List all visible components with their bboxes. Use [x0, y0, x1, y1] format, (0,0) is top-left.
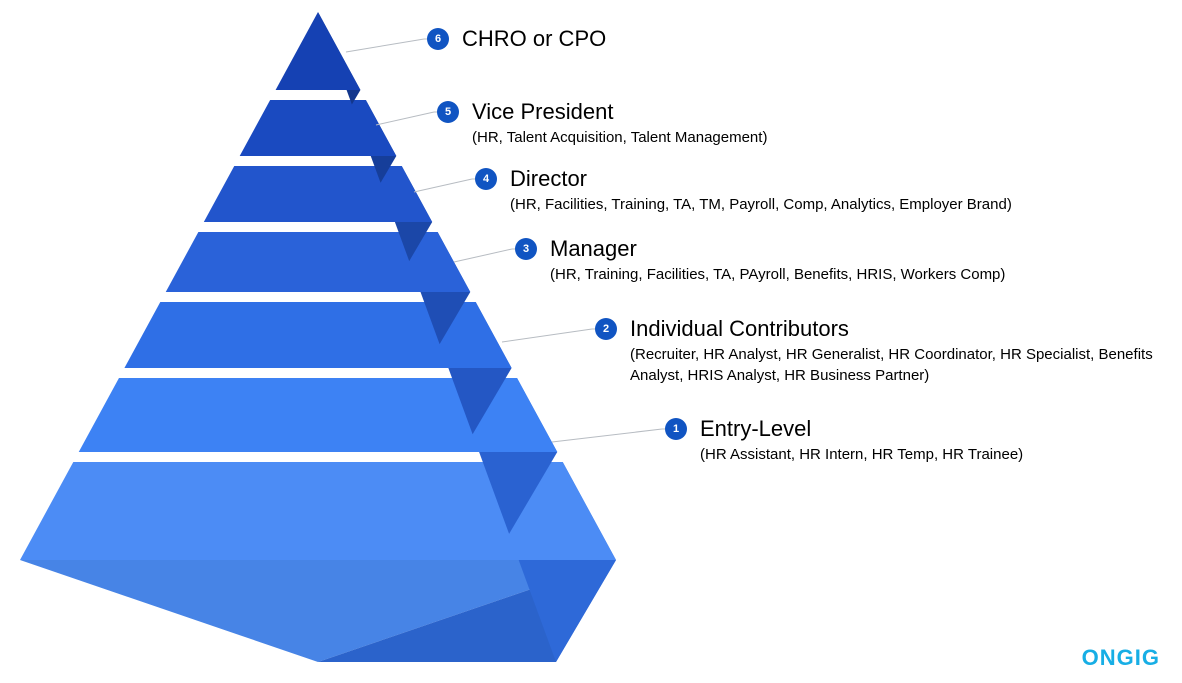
- level-label-4: Director (HR, Facilities, Training, TA, T…: [510, 166, 1012, 216]
- leader-line-3: [454, 249, 512, 262]
- level-title: Entry-Level: [700, 416, 1023, 442]
- level-label-2: Individual Contributors (Recruiter, HR An…: [630, 316, 1182, 386]
- leader-line-6: [346, 39, 424, 52]
- leader-line-2: [502, 329, 592, 342]
- level-label-3: Manager (HR, Training, Facilities, TA, PA…: [550, 236, 1005, 286]
- level-subtitle: (HR Assistant, HR Intern, HR Temp, HR Tr…: [700, 445, 1023, 465]
- level-badge-number: 2: [603, 323, 609, 335]
- level-subtitle: (HR, Training, Facilities, TA, PAyroll, …: [550, 265, 1005, 285]
- pyramid-layer-5-front: [240, 100, 397, 156]
- pyramid-layer-3-front: [166, 232, 471, 292]
- leader-line-1: [552, 429, 662, 442]
- level-title: Director: [510, 166, 1012, 192]
- level-label-1: Entry-Level (HR Assistant, HR Intern, HR …: [700, 416, 1023, 466]
- level-subtitle: (HR, Facilities, Training, TA, TM, Payro…: [510, 195, 1012, 215]
- level-title: CHRO or CPO: [462, 26, 606, 52]
- level-badge-number: 5: [445, 106, 451, 118]
- level-title: Individual Contributors: [630, 316, 1182, 342]
- level-title: Vice President: [472, 99, 767, 125]
- leader-line-4: [414, 179, 472, 192]
- level-label-6: CHRO or CPO: [462, 26, 606, 52]
- level-badge-5: 5: [437, 101, 459, 123]
- pyramid-apex-front: [276, 12, 361, 90]
- level-badge-1: 1: [665, 418, 687, 440]
- level-badge-6: 6: [427, 28, 449, 50]
- level-label-5: Vice President (HR, Talent Acquisition, T…: [472, 99, 767, 149]
- level-subtitle: (Recruiter, HR Analyst, HR Generalist, H…: [630, 345, 1182, 386]
- level-badge-2: 2: [595, 318, 617, 340]
- level-badge-number: 1: [673, 423, 679, 435]
- level-badge-number: 3: [523, 243, 529, 255]
- level-badge-3: 3: [515, 238, 537, 260]
- pyramid-layer-4-front: [204, 166, 432, 222]
- level-subtitle: (HR, Talent Acquisition, Talent Manageme…: [472, 128, 767, 148]
- level-badge-number: 4: [483, 173, 489, 185]
- level-badge-number: 6: [435, 33, 441, 45]
- level-title: Manager: [550, 236, 1005, 262]
- level-badge-4: 4: [475, 168, 497, 190]
- leader-line-5: [376, 112, 434, 125]
- brand-logo: ONGIG: [1082, 645, 1160, 671]
